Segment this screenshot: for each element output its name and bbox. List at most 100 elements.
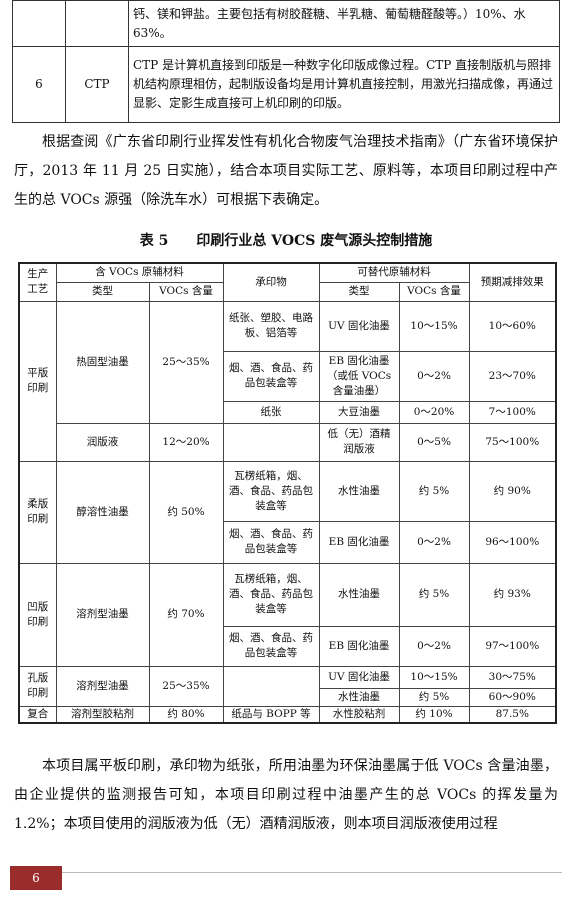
tr: 凹版印刷 溶剂型油墨约 70% 瓦楞纸箱，烟、酒、食品、药品包装盒等 水性油墨约 5%…	[18, 562, 557, 667]
tr: 孔版印刷 溶剂型油墨 25～35% UV 固化油墨 10～15% 30～75%	[18, 665, 557, 707]
table-cell: 约 10%	[398, 705, 470, 724]
tr: 钙、镁和钾盐。主要包括有树胶醛糖、半乳糖、葡萄糖醛酸等。）10%、水 63%。	[12, 0, 560, 47]
tr: 平版印刷 热固型油墨 25～35% 纸张、塑胶、电路板、铝箔等 UV 固化油墨 10～15…	[18, 300, 557, 462]
header-cell: 可替代原辅材料	[318, 262, 470, 283]
table-cell: 纸张	[222, 400, 320, 424]
table-cell: 25～35%	[148, 665, 224, 707]
table-cell: 平版印刷	[18, 300, 57, 462]
paragraph: 根据查阅《广东省印刷行业挥发性有机化合物废气治理技术指南》（广东省环境保护厅，2…	[14, 134, 558, 208]
tr: 柔版印刷 醇溶性油墨约 50% 瓦楞纸箱，烟、酒、食品、药品包装盒等 水性油墨约 5%…	[18, 460, 557, 564]
table-cell: 醇溶性油墨	[55, 460, 150, 564]
table-cell	[222, 665, 320, 707]
tbody: 生产工艺含 VOCs 原辅材料 承印物 可替代原辅材料 预期减排效果 类型 VOCs 含…	[18, 262, 557, 724]
table-cell: 30～75%	[468, 665, 557, 689]
table-cell: 复合	[18, 705, 57, 724]
table-cell: 溶剂型油墨	[55, 665, 150, 707]
table-cell: 25～35%	[148, 300, 224, 424]
tr: 润版液 12～20% 低（无）酒精润版液 0～5% 75～100%	[19, 422, 557, 462]
table-cell: 约 80%	[148, 705, 224, 724]
tr: 生产工艺含 VOCs 原辅材料 承印物 可替代原辅材料 预期减排效果	[18, 262, 557, 302]
table-cell: EB 固化油墨	[318, 520, 400, 564]
header-cell: 生产工艺	[18, 262, 57, 302]
table-cell: 10～60%	[468, 300, 557, 352]
table-cell: 87.5%	[468, 705, 557, 724]
caption-title: 印刷行业总 VOCS 废气源头控制措施	[196, 233, 433, 249]
header-cell: 类型	[318, 281, 400, 302]
table-cell: 低（无）酒精润版液	[318, 422, 400, 462]
table-cell: 75～100%	[468, 422, 557, 462]
table-cell: 7～100%	[468, 400, 557, 424]
table-cell: 瓦楞纸箱，烟、酒、食品、药品包装盒等	[222, 562, 320, 627]
table-cell: 96～100%	[468, 520, 557, 564]
table-cell: 热固型油墨	[55, 300, 150, 424]
header-cell: VOCs 含量	[398, 281, 470, 302]
table-cell: 0～5%	[398, 422, 470, 462]
table-cell: 约 50%	[148, 460, 224, 564]
no-cell: 6	[12, 46, 66, 123]
table-cell: 10～15%	[398, 300, 470, 352]
table-cell: 23～70%	[468, 350, 557, 402]
table-cell: 97～100%	[468, 625, 557, 667]
table-cell: EB 固化油墨（或低 VOCs 含量油墨）	[318, 350, 400, 402]
table-cell: 水性油墨	[318, 687, 400, 707]
table-cell: 60～90%	[468, 687, 557, 707]
tbody: 钙、镁和钾盐。主要包括有树胶醛糖、半乳糖、葡萄糖醛酸等。）10%、水 63%。 …	[12, 0, 560, 123]
table-cell: 0～2%	[398, 625, 470, 667]
table-cell: UV 固化油墨	[318, 300, 400, 352]
top-table: 钙、镁和钾盐。主要包括有树胶醛糖、半乳糖、葡萄糖醛酸等。）10%、水 63%。 …	[12, 0, 560, 123]
table-cell: EB 固化油墨	[318, 625, 400, 667]
cell	[12, 0, 66, 47]
table-cell: 凹版印刷	[18, 562, 57, 667]
table-cell: 纸品与 BOPP 等	[222, 705, 320, 724]
cell	[65, 0, 129, 47]
footer-line	[10, 872, 562, 873]
tr: 纸张 大豆油墨 0～20% 7～100%	[19, 400, 557, 424]
table-cell: 约 70%	[148, 562, 224, 667]
table-cell: UV 固化油墨	[318, 665, 400, 689]
table-cell: 瓦楞纸箱，烟、酒、食品、药品包装盒等	[222, 460, 320, 522]
table-cell: 约 5%	[398, 460, 470, 522]
table-cell: 孔版印刷	[18, 665, 57, 707]
table-cell: 润版液	[55, 422, 150, 462]
header-cell: VOCs 含量	[148, 281, 224, 302]
table-cell: 水性胶粘剂	[318, 705, 400, 724]
table-cell: 烟、酒、食品、药品包装盒等	[222, 625, 320, 667]
tr: 复合 溶剂型胶粘剂约 80% 纸品与 BOPP 等水性胶粘剂约 10% 87.5%	[18, 705, 557, 724]
table-cell: 0～2%	[398, 350, 470, 402]
header-cell: 预期减排效果	[468, 262, 557, 302]
table-cell: 0～20%	[398, 400, 470, 424]
table-cell: 纸张、塑胶、电路板、铝箔等	[222, 300, 320, 352]
table-cell: 约 90%	[468, 460, 557, 522]
table-cell: 12～20%	[148, 422, 224, 462]
table-cell: 溶剂型油墨	[55, 562, 150, 667]
table-cell: 约 5%	[398, 562, 470, 627]
tr: 6 CTP CTP 是计算机直接到印版是一种数字化印版成像过程。CTP 直接制版机与…	[12, 46, 560, 123]
header-cell: 类型	[55, 281, 150, 302]
table-caption: 表 5 印刷行业总 VOCS 废气源头控制措施	[0, 230, 572, 250]
table-cell: 溶剂型胶粘剂	[55, 705, 150, 724]
content-cell: 钙、镁和钾盐。主要包括有树胶醛糖、半乳糖、葡萄糖醛酸等。）10%、水 63%。	[128, 0, 560, 47]
table-cell: 约 93%	[468, 562, 557, 627]
header-cell: 含 VOCs 原辅材料	[55, 262, 224, 283]
tr: 烟、酒、食品、药品包装盒等 EB 固化油墨 0～2% 96～100%	[19, 520, 557, 564]
table-cell	[222, 422, 320, 462]
table-cell: 水性油墨	[318, 460, 400, 522]
name-cell: CTP	[65, 46, 129, 123]
tr: 烟、酒、食品、药品包装盒等 EB 固化油墨（或低 VOCs 含量油墨） 0～2% 23…	[19, 350, 557, 402]
table-cell: 大豆油墨	[318, 400, 400, 424]
table-cell: 烟、酒、食品、药品包装盒等	[222, 520, 320, 564]
table-cell: 10～15%	[398, 665, 470, 689]
caption-label: 表 5	[139, 233, 169, 249]
table-cell: 烟、酒、食品、药品包装盒等	[222, 350, 320, 402]
table-cell: 约 5%	[398, 687, 470, 707]
table: 生产工艺含 VOCs 原辅材料 承印物 可替代原辅材料 预期减排效果 类型 VOCs 含…	[18, 262, 557, 724]
paragraph: 本项目属平板印刷，承印物为纸张，所用油墨为环保油墨属于低 VOCs 含量油墨，由…	[14, 758, 558, 832]
header-cell: 承印物	[222, 262, 320, 302]
table-cell: 水性油墨	[318, 562, 400, 627]
content-cell: CTP 是计算机直接到印版是一种数字化印版成像过程。CTP 直接制版机与照排机结…	[128, 46, 560, 123]
table-cell: 0～2%	[398, 520, 470, 564]
tr: 烟、酒、食品、药品包装盒等 EB 固化油墨 0～2% 97～100%	[19, 625, 557, 667]
page-number: 6	[10, 866, 62, 890]
table-cell: 柔版印刷	[18, 460, 57, 564]
